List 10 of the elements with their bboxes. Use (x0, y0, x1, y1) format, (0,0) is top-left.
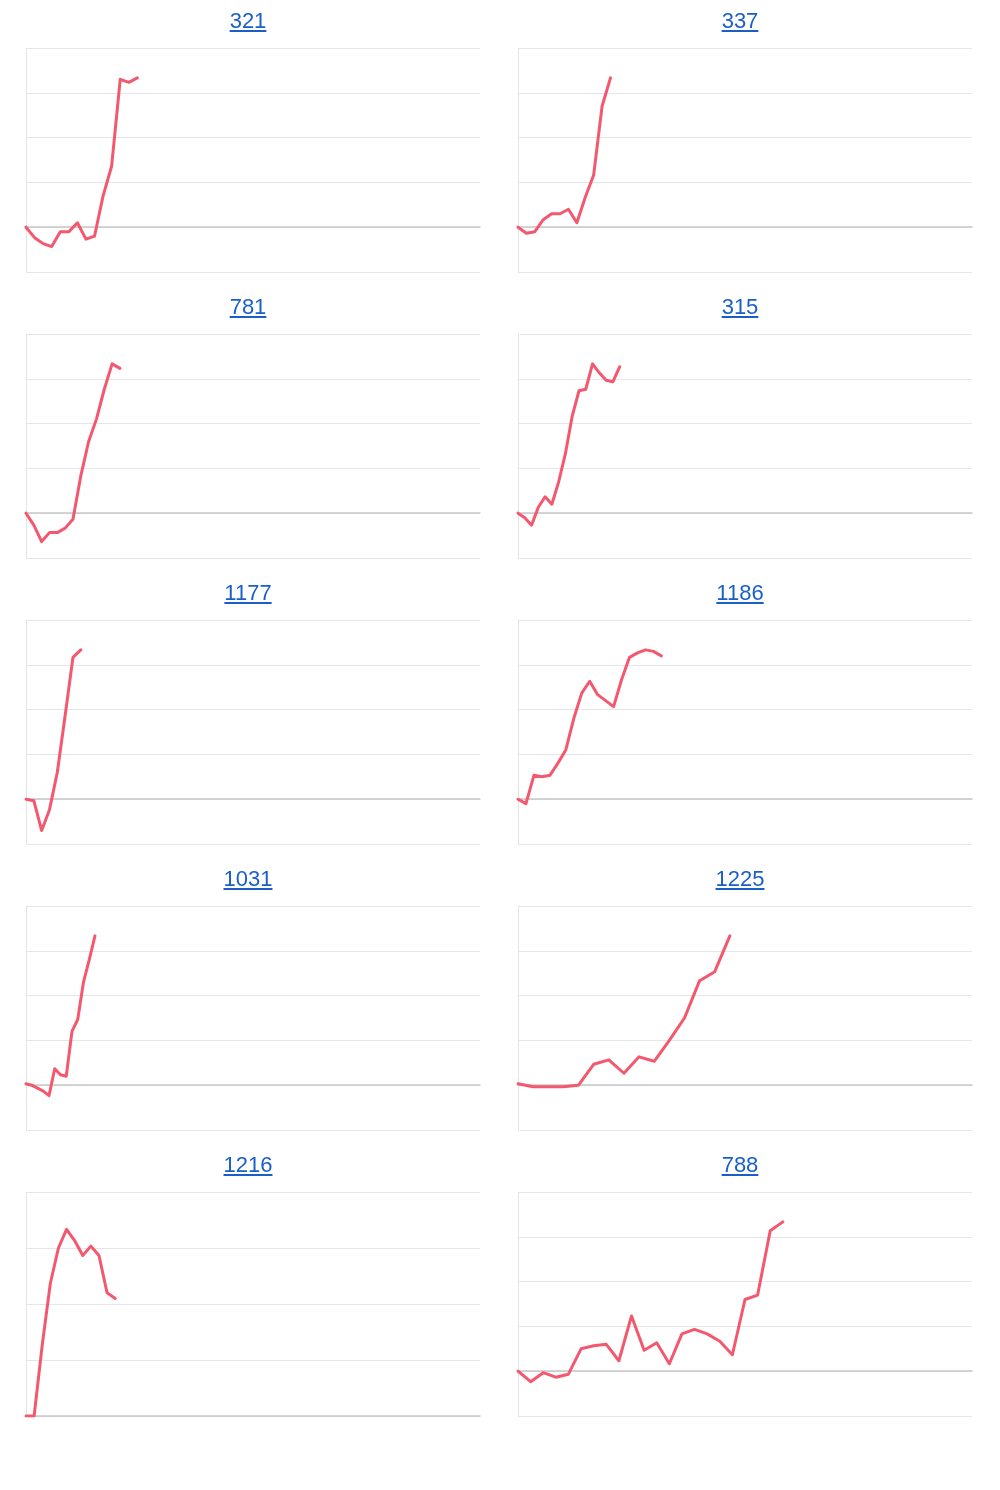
chart-title: 1177 (223, 580, 273, 607)
chart-title: 315 (720, 294, 760, 321)
chart-title: 1216 (222, 1152, 274, 1179)
chart-title: 1031 (222, 866, 274, 893)
chart-title: 321 (228, 8, 268, 35)
chart-title: 788 (720, 1152, 760, 1179)
chart-title: 781 (228, 294, 268, 321)
chart-title: 337 (720, 8, 760, 35)
chart-title: 1186 (715, 580, 765, 607)
chart-title: 1225 (714, 866, 766, 893)
